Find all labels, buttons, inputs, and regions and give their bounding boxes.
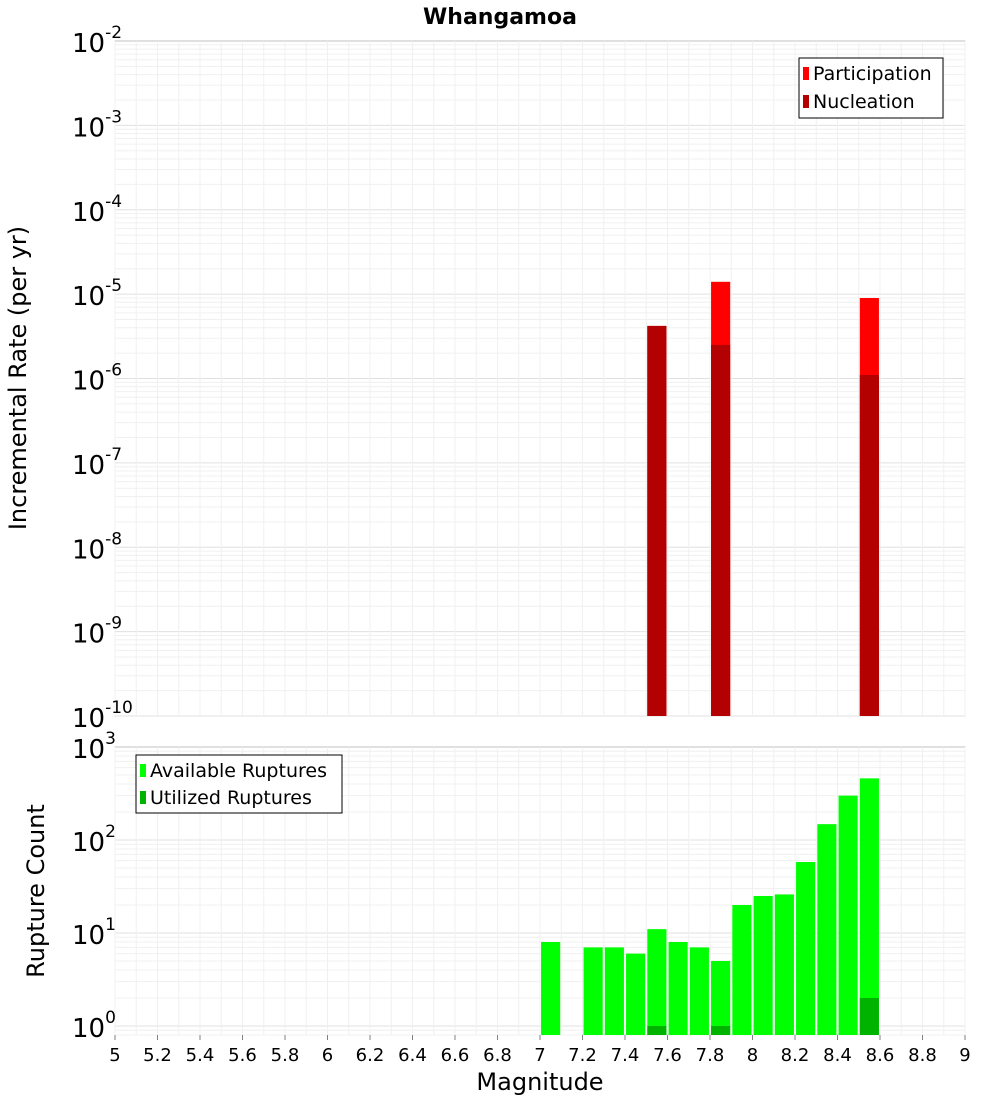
count-y-axis-label: Rupture Count <box>22 804 50 978</box>
x-tick-label: 5.2 <box>143 1045 172 1066</box>
count-grid <box>114 747 966 1036</box>
bar-nucleation <box>647 325 667 716</box>
bar-available-ruptures <box>626 953 646 1035</box>
utilized-legend-label: Utilized Ruptures <box>150 787 312 809</box>
bar-available-ruptures <box>732 904 752 1035</box>
count-y-ticks: 100 101 102 103 <box>72 729 116 1044</box>
x-tick-label: 6.6 <box>441 1045 470 1066</box>
available-legend-swatch <box>140 764 146 777</box>
y-tick-label: 102 <box>72 822 116 858</box>
y-tick-label: 10-10 <box>72 698 133 734</box>
y-tick-label: 100 <box>72 1008 116 1044</box>
x-tick-label: 6 <box>322 1045 333 1066</box>
bar-available-ruptures <box>859 778 879 1035</box>
bar-available-ruptures <box>838 795 858 1035</box>
participation-legend-label: Participation <box>813 63 932 85</box>
bar-available-ruptures <box>796 861 816 1035</box>
x-tick-label: 6.8 <box>483 1045 512 1066</box>
bar-available-ruptures <box>689 947 709 1035</box>
bar-utilized-ruptures <box>859 997 879 1035</box>
x-tick-label: 7 <box>534 1045 545 1066</box>
x-tick-label: 6.2 <box>356 1045 385 1066</box>
y-tick-label: 103 <box>72 729 116 765</box>
x-tick-label: 5.4 <box>186 1045 215 1066</box>
participation-legend-swatch <box>803 67 809 80</box>
x-tick-label: 7.8 <box>696 1045 725 1066</box>
bar-available-ruptures <box>583 947 603 1035</box>
rate-legend: Participation Nucleation <box>798 57 944 119</box>
x-tick-label: 8.6 <box>866 1045 895 1066</box>
bar-available-ruptures <box>668 942 688 1035</box>
bar-nucleation <box>711 344 731 716</box>
count-legend-box <box>135 754 343 814</box>
x-tick-label: 5.6 <box>228 1045 257 1066</box>
x-tick-label: 8.8 <box>908 1045 937 1066</box>
rate-legend-box <box>798 57 944 119</box>
x-tick-label: 7.6 <box>653 1045 682 1066</box>
bar-available-ruptures <box>541 942 561 1035</box>
bar-available-ruptures <box>774 894 794 1035</box>
chart-title: Whangamoa <box>423 5 577 30</box>
x-tick-label: 5 <box>109 1045 120 1066</box>
count-bars <box>541 778 879 1035</box>
available-legend-label: Available Ruptures <box>150 760 327 782</box>
bar-available-ruptures <box>753 895 773 1035</box>
bar-utilized-ruptures <box>711 1025 731 1035</box>
bar-available-ruptures <box>711 960 731 1035</box>
x-tick-label: 7.4 <box>611 1045 640 1066</box>
rate-bars <box>647 281 879 716</box>
count-panel: 100 101 102 103 5 5.2 5.4 5.6 5.8 6 6.2 6.4 6.6 6.8 7… <box>22 729 971 1096</box>
x-tick-label: 7.2 <box>568 1045 597 1066</box>
x-tick-label: 5.8 <box>271 1045 300 1066</box>
y-tick-label: 10-8 <box>72 529 122 565</box>
bar-available-ruptures <box>647 929 667 1035</box>
x-tick-label: 8.4 <box>823 1045 852 1066</box>
nucleation-legend-label: Nucleation <box>813 91 915 113</box>
utilized-legend-swatch <box>140 791 146 804</box>
rate-grid <box>114 41 966 717</box>
bar-utilized-ruptures <box>647 1025 667 1035</box>
rate-y-axis-label: Incremental Rate (per yr) <box>4 226 32 530</box>
y-tick-label: 10-3 <box>72 107 122 143</box>
x-tick-label: 9 <box>959 1045 970 1066</box>
x-tick-label: 8 <box>747 1045 758 1066</box>
count-legend: Available Ruptures Utilized Ruptures <box>135 754 343 814</box>
nucleation-legend-swatch <box>803 95 809 108</box>
count-x-ticks: 5 5.2 5.4 5.6 5.8 6 6.2 6.4 6.6 6.8 7 7.2 7.4 7.6 7.8 8… <box>109 1035 971 1066</box>
x-tick-label: 6.4 <box>398 1045 427 1066</box>
bar-nucleation <box>859 375 879 716</box>
x-axis-label: Magnitude <box>476 1068 603 1096</box>
y-tick-label: 10-2 <box>72 23 122 59</box>
x-tick-label: 8.2 <box>781 1045 810 1066</box>
y-tick-label: 101 <box>72 915 116 951</box>
bar-available-ruptures <box>604 947 624 1035</box>
bar-available-ruptures <box>817 824 837 1035</box>
